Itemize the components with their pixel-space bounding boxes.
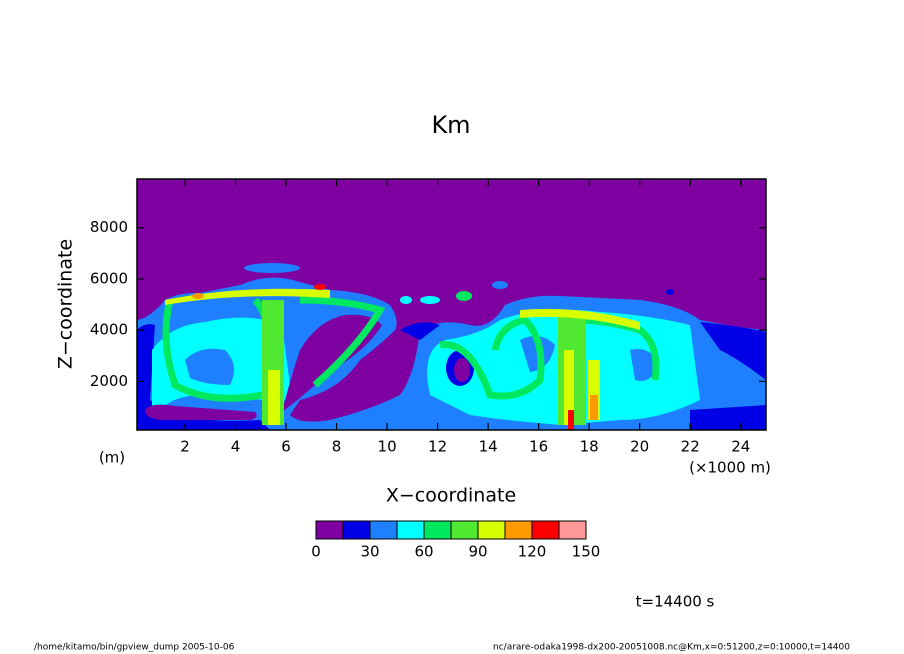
- colorbar-tick-label: 60: [414, 543, 433, 561]
- contour-region: [268, 370, 280, 425]
- y-tick-label: 4000: [90, 321, 128, 339]
- contour-region: [564, 350, 574, 425]
- y-axis-label: Z−coordinate: [55, 239, 77, 369]
- colorbar-box: [531, 520, 560, 540]
- x-unit: (×1000 m): [689, 459, 771, 477]
- x-tick-label: 22: [681, 438, 700, 456]
- colorbar-box: [450, 520, 479, 540]
- contour-region: [420, 296, 440, 304]
- contour-field: [137, 179, 766, 430]
- colorbar-tick-label: 120: [518, 543, 547, 561]
- colorbar-box: [477, 520, 506, 540]
- colorbar-box: [315, 520, 344, 540]
- contour-region: [454, 358, 470, 382]
- x-axis-label: X−coordinate: [386, 485, 516, 507]
- x-tick-label: 8: [332, 438, 342, 456]
- x-tick-label: 10: [378, 438, 397, 456]
- contour-region: [165, 288, 640, 330]
- colorbar-tick-label: 90: [468, 543, 487, 561]
- colorbar-tick-label: 30: [360, 543, 379, 561]
- x-tick-label: 24: [731, 438, 750, 456]
- colorbar-box: [558, 520, 587, 540]
- chart-title: Km: [431, 111, 470, 139]
- contour-region: [590, 395, 598, 420]
- colorbar-box: [504, 520, 533, 540]
- x-tick-label: 20: [630, 438, 649, 456]
- contour-region: [568, 410, 574, 430]
- x-tick-label: 12: [428, 438, 447, 456]
- colorbar-box: [396, 520, 425, 540]
- footer-right: nc/arare-odaka1998-dx200-20051008.nc@Km,…: [493, 643, 850, 653]
- x-tick-label: 2: [180, 438, 190, 456]
- contour-region: [456, 291, 472, 301]
- contour-region: [400, 296, 412, 304]
- contour-region: [244, 263, 300, 273]
- x-tick-label: 18: [580, 438, 599, 456]
- x-tick-label: 4: [231, 438, 241, 456]
- contour-region: [314, 284, 326, 290]
- y-tick-label: 2000: [90, 372, 128, 390]
- annotation: t=14400 s: [636, 593, 715, 611]
- colorbar-box: [342, 520, 371, 540]
- x-tick-label: 16: [529, 438, 548, 456]
- y-tick-label: 6000: [90, 269, 128, 287]
- y-tick-label: 8000: [90, 218, 128, 236]
- colorbar-tick-label: 0: [311, 543, 321, 561]
- x-tick-label: 14: [479, 438, 498, 456]
- contour-region: [666, 289, 674, 295]
- colorbar-tick-label: 150: [572, 543, 601, 561]
- footer-left: /home/kitamo/bin/gpview_dump 2005-10-06: [34, 643, 235, 653]
- y-unit: (m): [99, 449, 125, 467]
- x-tick-label: 6: [281, 438, 291, 456]
- contour-region: [145, 314, 382, 420]
- plot-frame: [136, 178, 767, 431]
- contour-region: [492, 281, 508, 289]
- colorbar-box: [369, 520, 398, 540]
- contour-region: [192, 293, 204, 299]
- colorbar-box: [423, 520, 452, 540]
